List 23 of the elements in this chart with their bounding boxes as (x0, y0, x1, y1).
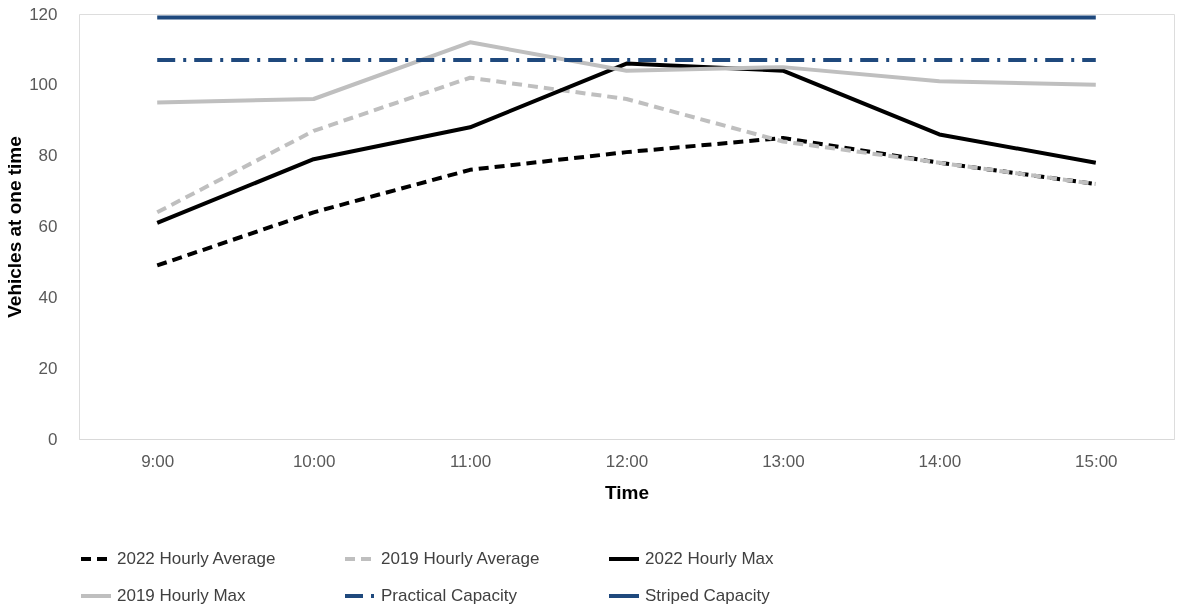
y-tick-label: 60 (38, 217, 58, 236)
legend-label: Striped Capacity (645, 586, 771, 605)
x-axis-title: Time (604, 481, 650, 503)
legend-label: 2022 Hourly Average (117, 549, 276, 568)
x-tick-label: 10:00 (292, 451, 336, 471)
x-tick-label: 11:00 (449, 451, 492, 471)
y-tick-label: 120 (29, 4, 58, 24)
x-tick-label: 14:00 (918, 451, 962, 471)
y-tick-label: 80 (38, 146, 58, 166)
y-tick-label: 0 (48, 429, 58, 449)
y-tick-label: 40 (38, 287, 58, 307)
legend-label: 2019 Hourly Average (381, 549, 540, 568)
y-tick-label: 100 (29, 75, 58, 95)
line-series (155, 40, 1098, 105)
x-tick-label: 15:00 (1075, 451, 1118, 471)
x-tick-label: 13:00 (762, 451, 805, 471)
x-tick-label: 9:00 (141, 451, 175, 471)
legend-label: 2022 Hourly Max (645, 549, 774, 568)
y-tick-label: 20 (38, 358, 58, 378)
legend-label: 2019 Hourly Max (117, 586, 246, 605)
legend-label: Practical Capacity (381, 586, 518, 605)
x-tick-label: 12:00 (605, 451, 649, 471)
y-axis-title: Vehicles at one time (4, 136, 26, 318)
